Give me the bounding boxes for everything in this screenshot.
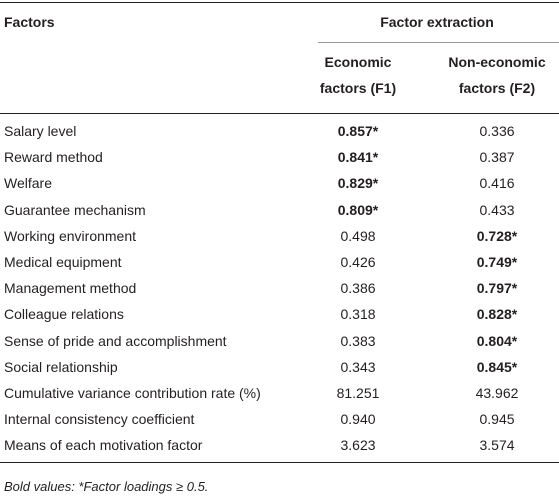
bottom-rule <box>0 462 559 463</box>
cell-value: 0.426 <box>340 254 376 270</box>
row-label: Working environment <box>4 227 137 244</box>
cell-value: 0.498 <box>340 227 376 244</box>
cell-value: 3.623 <box>340 437 376 454</box>
cell-value: 0.809* <box>337 201 379 218</box>
cell-value: 0.386 <box>340 280 376 297</box>
cell-value: 0.416 <box>479 175 515 192</box>
row-label: Means of each motivation factor <box>4 437 203 454</box>
cell-value: 0.845* <box>476 358 518 375</box>
row-label: Management method <box>4 280 137 297</box>
cell-value: 0.829* <box>337 175 379 192</box>
cell-value: 0.728* <box>476 227 518 244</box>
cell-value: 0.336 <box>479 123 515 139</box>
row-label: Internal consistency coefficient <box>4 411 195 428</box>
cell-value: 43.962 <box>475 385 519 401</box>
header-col1: factors (F1) <box>319 80 397 96</box>
cell-value: 0.383 <box>340 332 376 349</box>
row-label: Social relationship <box>4 358 118 375</box>
cell-value: 0.857* <box>337 123 379 139</box>
row-label: Colleague relations <box>4 306 124 323</box>
cell-value: 3.574 <box>479 437 515 454</box>
cell-value: 0.945 <box>479 411 515 428</box>
cell-value: 0.828* <box>476 306 518 323</box>
cell-value: 81.251 <box>336 385 380 401</box>
cell-value: 0.343 <box>340 358 376 375</box>
cell-value: 0.797* <box>476 280 518 297</box>
top-rule <box>0 2 559 3</box>
header-factors: Factors <box>4 14 55 30</box>
cell-value: 0.940 <box>340 411 376 428</box>
row-label: Cumulative variance contribution rate (%… <box>4 385 261 401</box>
header-col1: Economic <box>324 54 392 70</box>
row-label: Medical equipment <box>4 254 122 270</box>
footnote: Bold values: *Factor loadings ≥ 0.5. <box>4 479 209 494</box>
row-label: Welfare <box>4 175 52 192</box>
row-label: Reward method <box>4 149 103 166</box>
header-rule <box>0 113 559 114</box>
header-col2: factors (F2) <box>458 80 536 96</box>
cell-value: 0.318 <box>340 306 376 323</box>
row-label: Sense of pride and accomplishment <box>4 332 227 349</box>
cell-value: 0.804* <box>476 332 518 349</box>
cell-value: 0.387 <box>479 149 515 166</box>
cell-value: 0.749* <box>476 254 518 270</box>
header-group: Factor extraction <box>380 14 494 30</box>
row-label: Guarantee mechanism <box>4 201 146 218</box>
header-col2: Non-economic <box>448 54 546 70</box>
row-label: Salary level <box>4 123 77 139</box>
group-rule <box>318 42 559 43</box>
cell-value: 0.433 <box>479 201 515 218</box>
cell-value: 0.841* <box>337 149 379 166</box>
